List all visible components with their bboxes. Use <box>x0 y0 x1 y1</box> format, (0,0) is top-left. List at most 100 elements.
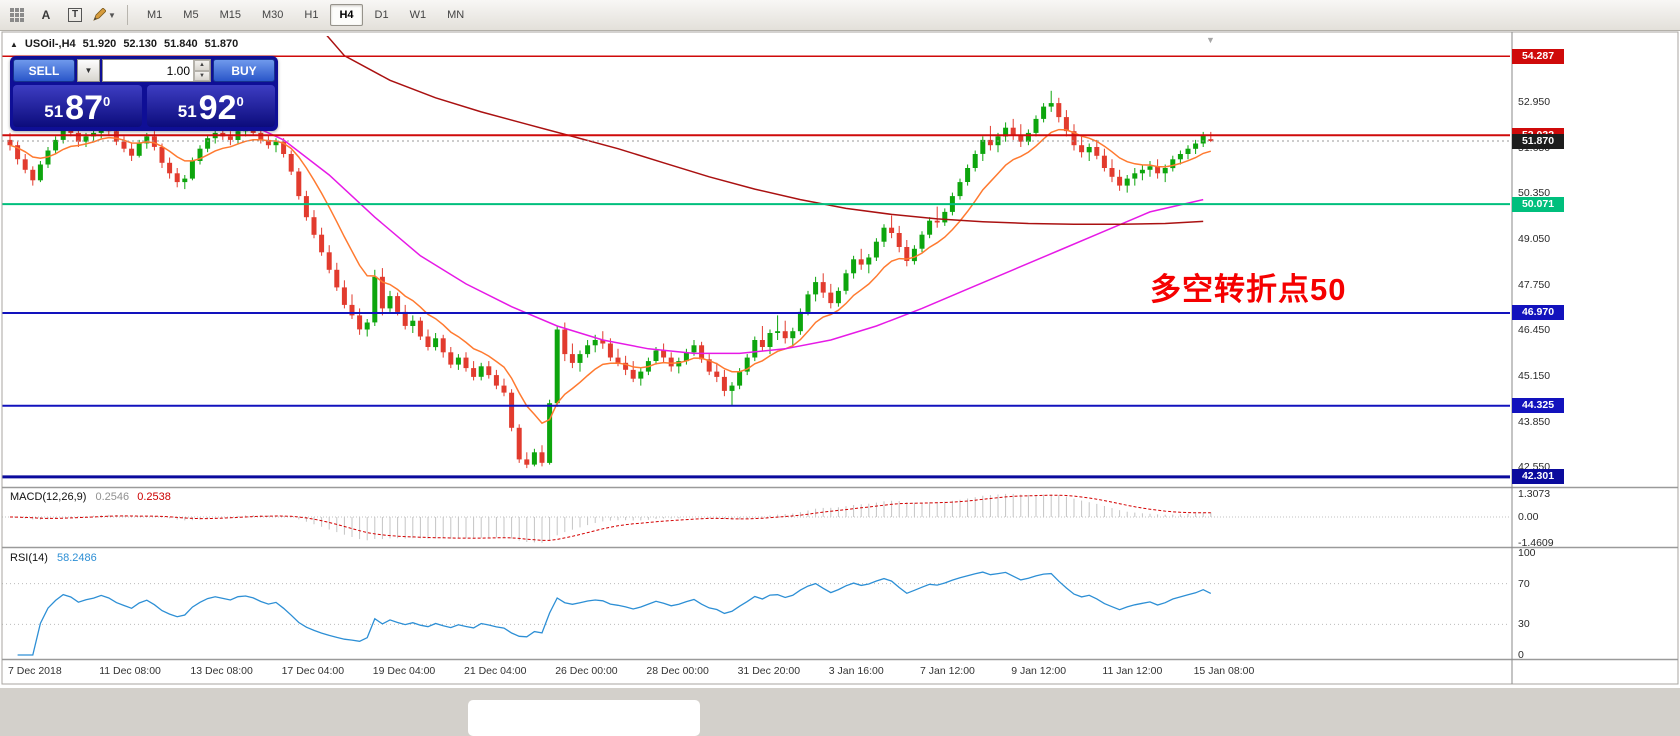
price-axis-label: 43.850 <box>1518 415 1551 428</box>
chart-window-border <box>1 31 1679 685</box>
timeframe-label: H4 <box>339 9 354 21</box>
sell-price-main: 87 <box>65 89 103 127</box>
macd-signal-value: 0.2538 <box>137 491 171 503</box>
buy-price-pip: 0 <box>236 94 244 109</box>
price-axis-label: 49.050 <box>1518 232 1551 245</box>
timeframe-label: D1 <box>374 9 389 21</box>
oct-toggle-icon[interactable]: ▲ <box>10 39 18 49</box>
buy-button[interactable]: BUY <box>213 59 275 82</box>
text-a-tool[interactable]: A <box>33 3 59 27</box>
text-box-label: T <box>67 8 83 22</box>
price-tag: 50.071 <box>1512 196 1564 212</box>
timeframe-m15[interactable]: M15 <box>211 4 250 26</box>
macd-signal-line <box>9 494 1211 541</box>
timeframe-label: M5 <box>183 9 199 21</box>
time-axis-label: 9 Jan 12:00 <box>1011 665 1067 677</box>
timeframe-label: W1 <box>409 9 427 21</box>
buy-price-display[interactable]: 51 92 0 <box>146 85 275 127</box>
symbol-ohlc-header: ▲ USOil-,H4 51.920 52.130 51.840 51.870 <box>10 38 238 50</box>
timeframe-h1[interactable]: H1 <box>295 4 327 26</box>
draw-tools-dropdown[interactable]: ▼ <box>91 3 117 27</box>
sell-button[interactable]: SELL <box>13 59 75 82</box>
ohlc-high: 52.130 <box>123 38 157 50</box>
text-box-tool[interactable]: T <box>62 3 88 27</box>
price-axis-label: 50.350 <box>1518 187 1551 200</box>
price-tag: 46.970 <box>1512 305 1564 321</box>
timeframe-m30[interactable]: M30 <box>253 4 292 26</box>
price-axis-label: 52.950 <box>1518 96 1551 109</box>
sell-button-label: SELL <box>28 63 60 78</box>
ohlc-close: 51.870 <box>204 38 239 50</box>
pencil-icon <box>93 8 107 21</box>
sell-price-pip: 0 <box>103 94 111 109</box>
candles-layer <box>7 90 1214 469</box>
bottom-bar <box>0 688 1680 736</box>
chart-shift-marker: ▼ <box>1206 35 1215 45</box>
timeframe-mn[interactable]: MN <box>438 4 473 26</box>
timeframe-w1[interactable]: W1 <box>401 4 436 26</box>
stepper-down-button[interactable]: ▼ <box>194 70 210 81</box>
one-click-trading-panel: SELL ▼ ▲ ▼ BUY 51 87 0 51 92 0 <box>10 56 278 131</box>
rsi-line <box>17 571 1212 656</box>
buy-price-main: 92 <box>198 89 237 127</box>
time-axis-label: 17 Dec 04:00 <box>281 665 345 677</box>
macd-scale-label: 0.00 <box>1518 511 1539 523</box>
rsi-title: RSI(14) <box>10 552 48 564</box>
timeframe-m5[interactable]: M5 <box>174 4 207 26</box>
symbol-name: USOil-,H4 <box>24 38 76 50</box>
volume-input[interactable] <box>103 60 193 81</box>
price-tag: 44.325 <box>1512 398 1564 414</box>
rsi-scale-label: 30 <box>1518 618 1530 631</box>
chevron-down-icon: ▼ <box>108 10 116 20</box>
ohlc-low: 51.840 <box>163 38 198 50</box>
volume-stepper: ▲ ▼ <box>193 60 210 81</box>
time-axis-label: 28 Dec 00:00 <box>646 665 709 677</box>
price-axis-label: 45.150 <box>1518 369 1551 382</box>
rsi-value: 58.2486 <box>56 552 97 564</box>
timeframe-label: MN <box>447 9 465 21</box>
time-axis-label: 15 Jan 08:00 <box>1193 665 1255 677</box>
sell-price-display[interactable]: 51 87 0 <box>13 85 142 127</box>
chart-text-annotation[interactable]: 多空转折点50 <box>1150 272 1347 307</box>
sell-price-int: 51 <box>44 102 64 121</box>
price-axis-label: 47.750 <box>1518 278 1551 291</box>
timeframe-label: M30 <box>261 9 284 21</box>
chevron-down-icon: ▼ <box>84 66 93 75</box>
grid-icon[interactable] <box>4 3 30 27</box>
macd-main-value: 0.2546 <box>95 491 130 503</box>
time-axis-label: 11 Dec 08:00 <box>99 665 161 677</box>
stepper-up-button[interactable]: ▲ <box>194 60 210 71</box>
timeframe-d1[interactable]: D1 <box>366 4 398 26</box>
rsi-scale-label: 0 <box>1518 649 1524 661</box>
macd-histogram <box>17 493 1212 543</box>
timeframe-label: H1 <box>304 9 319 21</box>
time-axis-label: 7 Jan 12:00 <box>920 665 975 677</box>
bottom-white-panel <box>468 700 700 736</box>
timeframe-label: M15 <box>219 9 241 21</box>
macd-title: MACD(12,26,9) <box>10 491 87 503</box>
macd-indicator-label: MACD(12,26,9) 0.2546 0.2538 <box>10 491 171 503</box>
ohlc-open: 51.920 <box>82 38 117 50</box>
ma-slow-line <box>326 36 1204 225</box>
ma-mid-line <box>237 118 1204 355</box>
time-axis-label: 13 Dec 08:00 <box>190 665 253 677</box>
rsi-scale-label: 100 <box>1518 547 1536 559</box>
rsi-scale-label: 70 <box>1518 577 1530 590</box>
time-axis-label: 21 Dec 04:00 <box>464 665 527 677</box>
rsi-indicator-label: RSI(14) 58.2486 <box>10 552 97 564</box>
time-axis-label: 19 Dec 04:00 <box>372 665 436 677</box>
volume-dropdown[interactable]: ▼ <box>77 59 100 82</box>
toolbar-separator <box>127 5 128 25</box>
macd-scale-label: 1.3073 <box>1518 487 1551 500</box>
grid-icon-glyph <box>10 8 24 22</box>
toolbar: A T ▼ M1 M5 M15 M30 H1 H4 D1 W1 MN <box>0 0 1680 31</box>
price-axis-label: 46.450 <box>1518 324 1551 337</box>
buy-price-int: 51 <box>177 102 197 121</box>
timeframe-h4[interactable]: H4 <box>330 4 363 26</box>
main-pane[interactable] <box>7 3 1214 469</box>
timeframe-m1[interactable]: M1 <box>138 4 171 26</box>
ma-fast-line <box>9 128 1212 425</box>
timeframe-label: M1 <box>147 9 163 21</box>
